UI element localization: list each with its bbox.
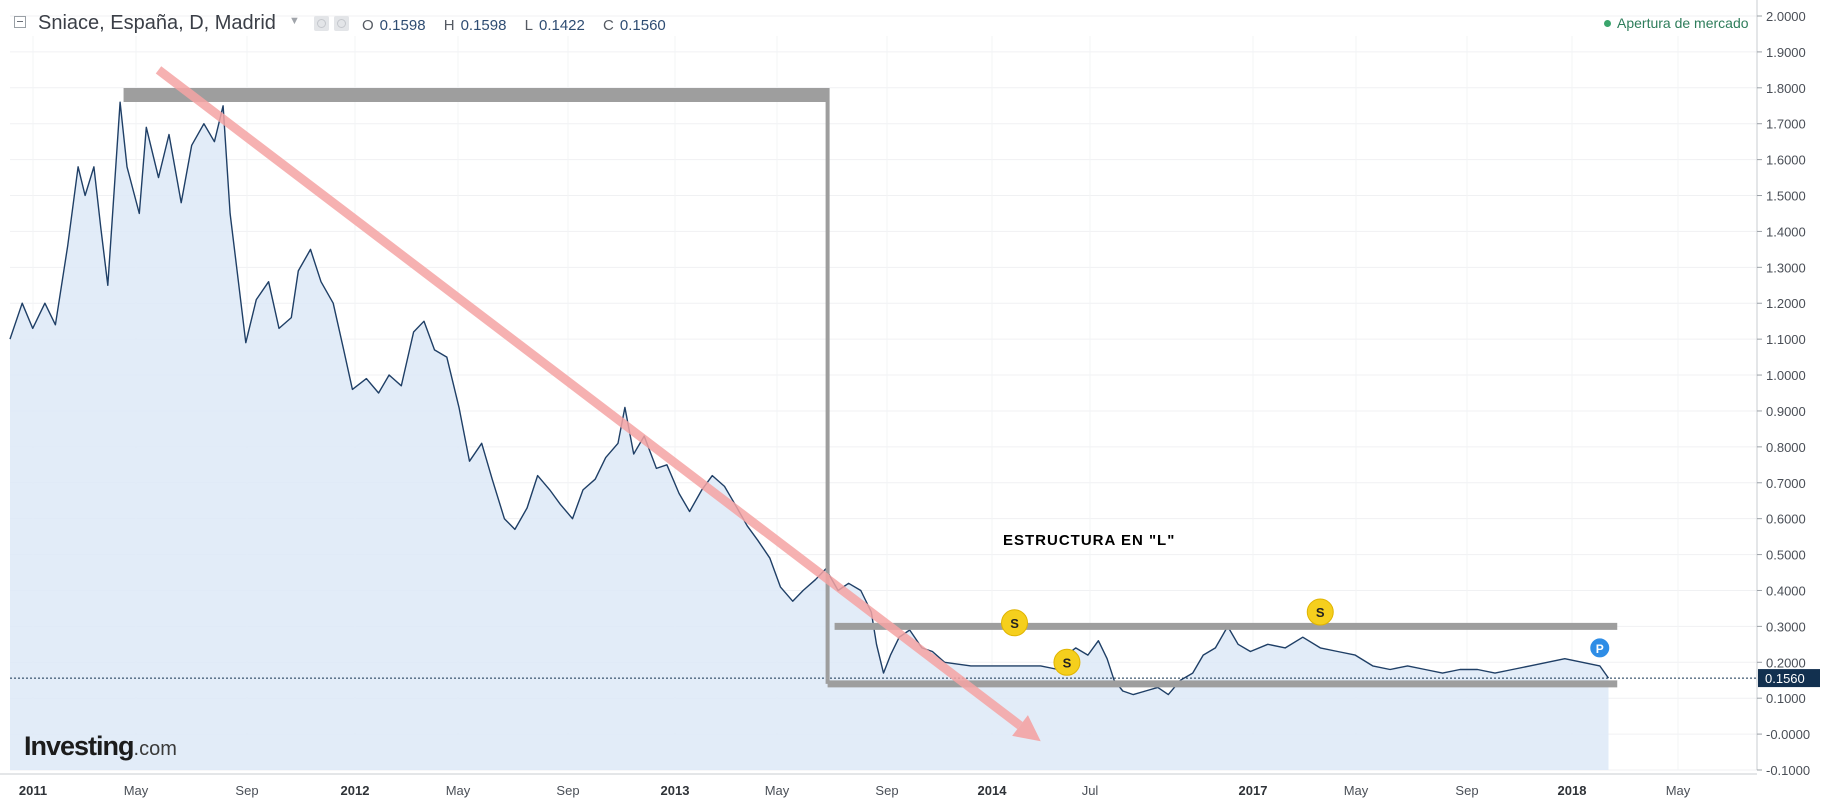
y-tick-label: 1.8000	[1766, 81, 1806, 96]
price-axis[interactable]: 2.0000 1.9000 1.8000 1.7000 1.6000 1.5000 1.40…	[1756, 0, 1810, 778]
x-tick-label: Sep	[235, 783, 258, 798]
last-price-value: 0.1560	[1765, 671, 1805, 686]
x-tick-label: 2012	[341, 783, 370, 798]
event-marker-label: S	[1010, 616, 1019, 631]
y-tick-label: 0.4000	[1766, 583, 1806, 598]
y-tick-label: 0.2000	[1766, 655, 1806, 670]
event-marker-label: P	[1596, 642, 1604, 656]
y-tick-label: 0.3000	[1766, 619, 1806, 634]
y-tick-label: 1.3000	[1766, 260, 1806, 275]
high-value: 0.1598	[460, 17, 507, 34]
y-tick-label: -0.1000	[1766, 763, 1810, 778]
y-tick-label: 0.7000	[1766, 476, 1806, 491]
symbol-title[interactable]: Sniace, España, D, Madrid	[38, 12, 276, 34]
y-tick-label: 0.5000	[1766, 548, 1806, 563]
x-tick-label: Sep	[556, 783, 579, 798]
x-tick-label: Jul	[1082, 783, 1099, 798]
x-tick-label: 2014	[978, 783, 1008, 798]
y-tick-label: 1.7000	[1766, 117, 1806, 132]
market-status: Apertura de mercado	[1604, 15, 1749, 31]
drawings-layer[interactable]	[123, 66, 1618, 742]
event-markers[interactable]: S S S P	[1001, 598, 1611, 676]
x-tick-label: May	[765, 783, 790, 798]
logo-suffix: .com	[133, 738, 177, 760]
close-label: C	[603, 17, 614, 34]
x-tick-label: May	[446, 783, 471, 798]
last-price-tag: 0.1560	[1758, 669, 1820, 688]
low-label: L	[524, 17, 533, 34]
y-tick-label: 0.1000	[1766, 691, 1806, 706]
x-tick-label: May	[1344, 783, 1369, 798]
x-tick-label: May	[124, 783, 149, 798]
y-tick-label: 2.0000	[1766, 9, 1806, 24]
event-marker-label: S	[1063, 655, 1072, 670]
y-tick-label: 1.9000	[1766, 45, 1806, 60]
chevron-down-icon[interactable]: ▼	[289, 15, 300, 27]
y-tick-label: -0.0000	[1766, 727, 1810, 742]
eye-icon[interactable]	[314, 16, 329, 31]
event-marker-s[interactable]: S	[1001, 609, 1029, 637]
downtrend-arrow[interactable]	[155, 66, 1023, 730]
x-tick-label: May	[1666, 783, 1691, 798]
downtrend-arrow-head[interactable]	[1012, 715, 1041, 742]
x-tick-label: 2013	[661, 783, 690, 798]
y-tick-label: 0.6000	[1766, 512, 1806, 527]
event-marker-label: S	[1316, 605, 1325, 620]
chart-annotation[interactable]: ESTRUCTURA EN "L"	[1003, 532, 1175, 549]
x-tick-label: 2011	[19, 783, 47, 798]
market-status-text: Apertura de mercado	[1617, 15, 1749, 31]
gear-icon[interactable]	[334, 16, 349, 31]
logo-brand: Investing	[24, 731, 135, 761]
investing-logo: Investing.com	[24, 731, 177, 762]
chart-header: Sniace, España, D, Madrid ▼ O 0.1598 H 0.1…	[0, 0, 1760, 52]
x-tick-label: 2018	[1558, 783, 1587, 798]
event-marker-s[interactable]: S	[1053, 648, 1081, 676]
status-dot-icon	[1604, 20, 1611, 27]
y-tick-label: 1.0000	[1766, 368, 1806, 383]
event-marker-p[interactable]: P	[1589, 637, 1611, 659]
price-area-fill	[10, 102, 1609, 770]
y-tick-label: 1.2000	[1766, 296, 1806, 311]
x-tick-label: Sep	[1455, 783, 1478, 798]
y-tick-label: 0.8000	[1766, 440, 1806, 455]
collapse-icon[interactable]	[14, 16, 26, 28]
y-tick-label: 1.6000	[1766, 153, 1806, 168]
event-marker-s[interactable]: S	[1306, 598, 1334, 626]
y-tick-label: 1.5000	[1766, 189, 1806, 204]
y-tick-label: 1.1000	[1766, 332, 1806, 347]
open-label: O	[362, 17, 374, 34]
x-tick-label: Sep	[875, 783, 898, 798]
x-tick-label: 2017	[1239, 783, 1268, 798]
ohlc-readout: O 0.1598 H 0.1598 L 0.1422 C 0.1560	[362, 17, 680, 34]
time-axis[interactable]: 2011 May Sep 2012 May Sep 2013 May Sep 2014 Jul 201…	[0, 773, 1757, 798]
open-value: 0.1598	[379, 17, 426, 34]
high-label: H	[443, 17, 455, 34]
low-value: 0.1422	[538, 17, 585, 34]
close-value: 0.1560	[619, 17, 666, 34]
y-tick-label: 1.4000	[1766, 224, 1806, 239]
y-tick-label: 0.9000	[1766, 404, 1806, 419]
